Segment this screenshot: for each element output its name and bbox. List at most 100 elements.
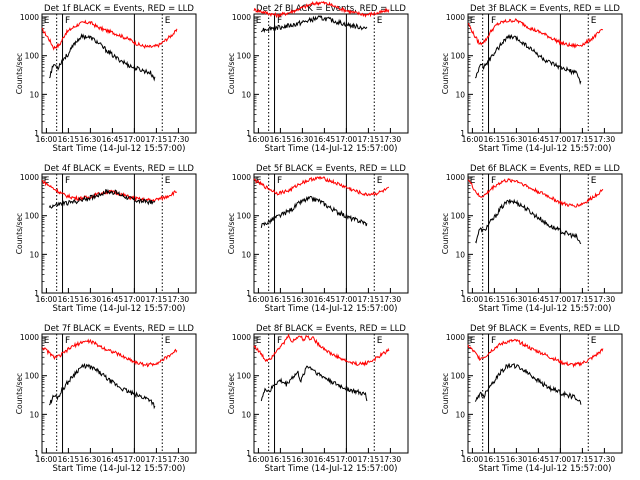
interval-label: F	[277, 16, 282, 26]
chart-title: Det 4f BLACK = Events, RED = LLD	[44, 164, 194, 174]
x-tick-label: 16:30	[506, 455, 528, 464]
x-tick-label: 17:30	[380, 295, 402, 304]
y-axis-label: Counts/sec	[15, 53, 24, 94]
x-tick-label: 16:15	[270, 295, 292, 304]
y-tick-label: 1	[460, 129, 465, 138]
y-tick-label: 10	[241, 410, 251, 419]
series-lld-red	[41, 338, 178, 368]
interval-label: F	[277, 176, 282, 186]
y-tick-label: 10	[29, 90, 39, 99]
chart-title: Det 1f BLACK = Events, RED = LLD	[44, 4, 194, 14]
x-tick-label: 16:30	[292, 295, 314, 304]
x-tick-label: 16:45	[528, 455, 550, 464]
x-tick-label: 16:15	[484, 455, 506, 464]
interval-label: F	[491, 16, 496, 26]
x-tick-label: 17:30	[594, 135, 616, 144]
x-tick-label: 17:30	[594, 295, 616, 304]
y-tick-label: 10	[29, 250, 39, 259]
x-tick-label: 16:15	[58, 135, 80, 144]
y-tick-label: 1000	[20, 13, 39, 22]
series-events-black	[260, 15, 368, 34]
series-lld-red	[467, 177, 604, 208]
x-tick-label: 17:15	[146, 455, 168, 464]
interval-label: E	[165, 176, 171, 186]
interval-label: F	[65, 16, 70, 26]
chart-panel-9: Det 9f BLACK = Events, RED = LLD 1 10 100 10…	[441, 324, 623, 474]
y-tick-label: 1	[34, 289, 39, 298]
x-tick-label: 16:30	[292, 135, 314, 144]
plot-frame	[41, 333, 197, 454]
interval-label: E	[377, 336, 383, 346]
x-tick-label: 16:15	[484, 295, 506, 304]
interval-label: E	[256, 336, 262, 346]
plot-frame	[41, 173, 197, 294]
x-axis-label: Start Time (14-Jul-12 15:57:00)	[479, 304, 612, 314]
chart-panel-2: Det 2f BLACK = Events, RED = LLD 1 10 100 10…	[227, 0, 409, 154]
y-axis-label: Counts/sec	[15, 373, 24, 414]
series-lld-red	[41, 19, 178, 51]
x-tick-label: 16:00	[36, 135, 58, 144]
series-events-black	[474, 363, 582, 405]
series-events-black	[48, 188, 156, 209]
x-tick-label: 16:30	[506, 295, 528, 304]
y-tick-label: 10	[455, 90, 465, 99]
chart-panel-8: Det 8f BLACK = Events, RED = LLD 1 10 100 10…	[227, 324, 409, 474]
plot-frame	[253, 13, 409, 134]
chart-title: Det 6f BLACK = Events, RED = LLD	[470, 164, 620, 174]
series-events-black	[474, 198, 582, 245]
series-events-black	[48, 362, 156, 410]
x-tick-label: 17:30	[380, 135, 402, 144]
x-tick-label: 16:45	[314, 295, 336, 304]
y-tick-label: 100	[451, 52, 466, 61]
plot-frame	[467, 173, 623, 294]
plot-frame	[467, 13, 623, 134]
y-tick-label: 1	[460, 449, 465, 458]
x-axis-label: Start Time (14-Jul-12 15:57:00)	[479, 144, 612, 154]
x-tick-label: 16:30	[80, 295, 102, 304]
x-axis-label: Start Time (14-Jul-12 15:57:00)	[53, 304, 186, 314]
x-tick-label: 17:15	[358, 135, 380, 144]
x-tick-label: 17:00	[336, 455, 358, 464]
y-tick-label: 10	[455, 410, 465, 419]
series-events-black	[260, 365, 368, 402]
interval-label: E	[591, 336, 597, 346]
x-tick-label: 16:00	[462, 295, 484, 304]
chart-panel-6: Det 6f BLACK = Events, RED = LLD 1 10 100 10…	[441, 164, 623, 314]
x-tick-label: 16:45	[314, 135, 336, 144]
y-tick-label: 1	[34, 129, 39, 138]
y-tick-label: 100	[25, 52, 40, 61]
x-tick-label: 17:15	[146, 135, 168, 144]
chart-title: Det 2f BLACK = Events, RED = LLD	[256, 4, 406, 14]
x-tick-label: 17:00	[550, 455, 572, 464]
y-tick-label: 1000	[232, 173, 251, 182]
interval-label: E	[44, 176, 50, 186]
y-tick-label: 1	[460, 289, 465, 298]
y-tick-label: 1000	[232, 333, 251, 342]
y-axis-label: Counts/sec	[227, 213, 236, 254]
chart-panel-5: Det 5f BLACK = Events, RED = LLD 1 10 100 10…	[227, 164, 409, 314]
y-tick-label: 1000	[20, 333, 39, 342]
interval-label: E	[44, 336, 50, 346]
y-tick-label: 1000	[446, 13, 465, 22]
x-tick-label: 16:45	[102, 295, 124, 304]
x-tick-label: 17:00	[124, 455, 146, 464]
x-axis-label: Start Time (14-Jul-12 15:57:00)	[53, 464, 186, 474]
x-tick-label: 17:15	[572, 455, 594, 464]
interval-label: E	[165, 16, 171, 26]
x-tick-label: 16:15	[270, 455, 292, 464]
y-tick-label: 1000	[232, 13, 251, 22]
y-axis-label: Counts/sec	[227, 53, 236, 94]
interval-label: F	[491, 176, 496, 186]
interval-label: E	[470, 176, 476, 186]
x-tick-label: 17:15	[358, 295, 380, 304]
interval-label: E	[377, 176, 383, 186]
chart-title: Det 8f BLACK = Events, RED = LLD	[256, 324, 406, 334]
x-tick-label: 16:30	[506, 135, 528, 144]
interval-label: E	[591, 176, 597, 186]
y-tick-label: 1	[246, 289, 251, 298]
series-events-black	[48, 32, 156, 82]
series-lld-red	[467, 18, 604, 49]
interval-label: E	[44, 16, 50, 26]
y-tick-label: 1000	[446, 173, 465, 182]
